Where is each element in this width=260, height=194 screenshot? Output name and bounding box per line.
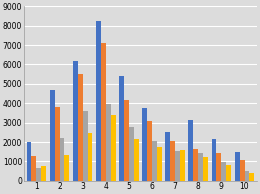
Bar	[170, 141, 175, 181]
Bar	[134, 139, 139, 181]
Bar	[217, 153, 221, 181]
Bar	[175, 151, 180, 181]
Bar	[198, 153, 203, 181]
Bar	[142, 108, 147, 181]
Bar	[152, 141, 157, 181]
Bar	[83, 111, 88, 181]
Bar	[60, 138, 64, 181]
Bar	[157, 147, 162, 181]
Bar	[111, 115, 116, 181]
Bar	[106, 104, 111, 181]
Bar	[64, 155, 69, 181]
Bar	[96, 21, 101, 181]
Bar	[124, 100, 129, 181]
Bar	[78, 74, 83, 181]
Bar	[244, 171, 249, 181]
Bar	[188, 120, 193, 181]
Bar	[180, 150, 185, 181]
Bar	[55, 107, 60, 181]
Bar	[221, 162, 226, 181]
Bar	[235, 152, 239, 181]
Bar	[50, 90, 55, 181]
Bar	[31, 156, 36, 181]
Bar	[129, 126, 134, 181]
Bar	[193, 149, 198, 181]
Bar	[165, 132, 170, 181]
Bar	[73, 61, 78, 181]
Bar	[27, 142, 31, 181]
Bar	[119, 76, 124, 181]
Bar	[88, 133, 93, 181]
Bar	[249, 173, 254, 181]
Bar	[36, 168, 41, 181]
Bar	[203, 157, 208, 181]
Bar	[41, 166, 46, 181]
Bar	[226, 165, 231, 181]
Bar	[212, 139, 217, 181]
Bar	[239, 160, 244, 181]
Bar	[147, 121, 152, 181]
Bar	[101, 43, 106, 181]
